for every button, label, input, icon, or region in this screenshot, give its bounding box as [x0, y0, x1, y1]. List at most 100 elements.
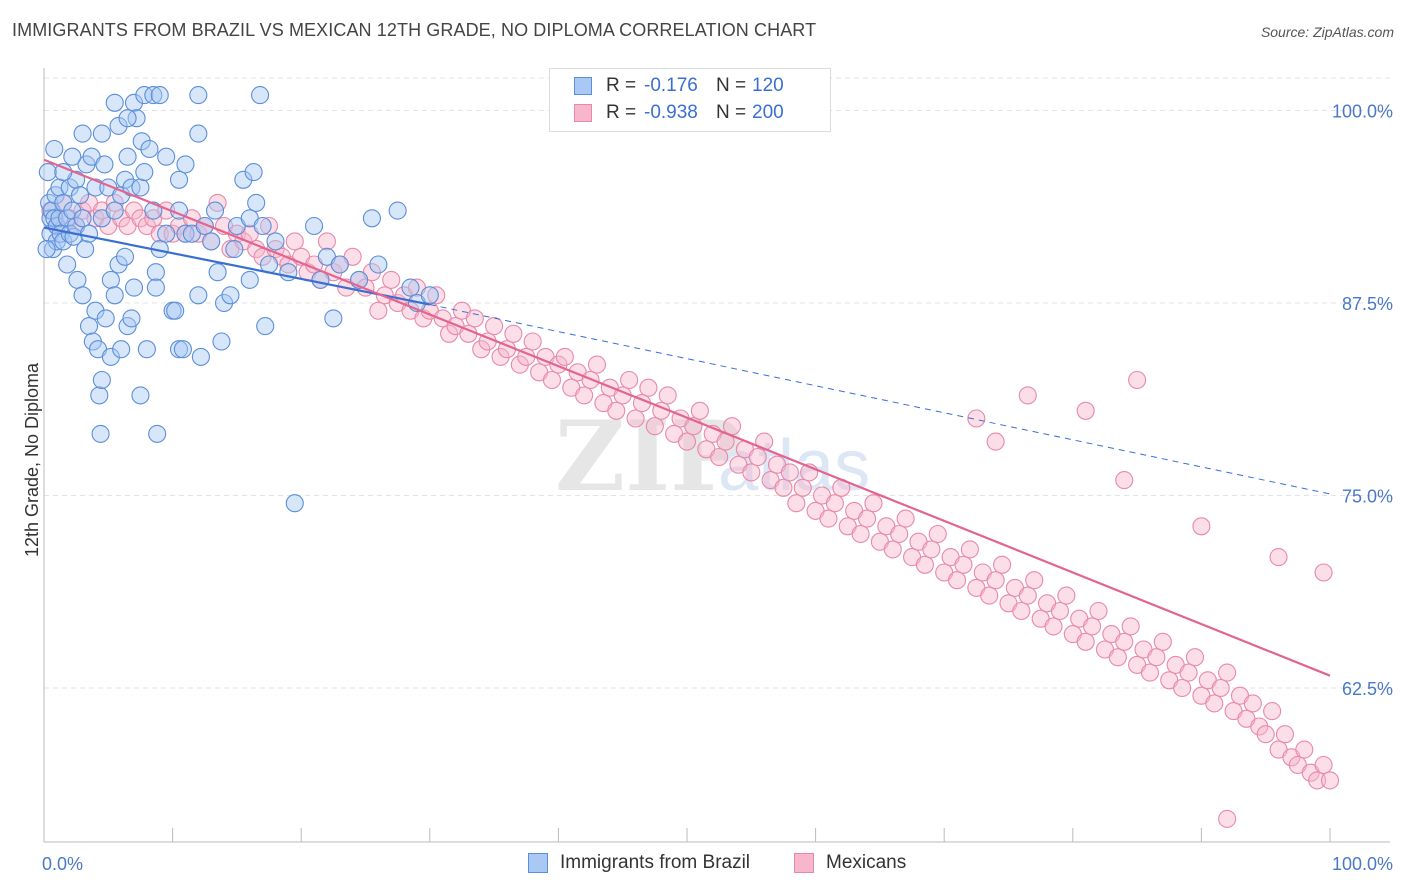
data-point: [208, 263, 227, 282]
data-point: [369, 255, 388, 274]
data-point: [112, 340, 131, 359]
source-label: Source: ZipAtlas.com: [1260, 24, 1394, 40]
data-point: [896, 509, 915, 528]
data-point: [575, 386, 594, 405]
data-point: [330, 255, 349, 274]
data-point: [793, 478, 812, 497]
data-point: [1128, 370, 1147, 390]
data-point: [1044, 617, 1063, 636]
data-point: [244, 163, 263, 182]
data-point: [542, 370, 562, 390]
data-point: [857, 509, 877, 528]
data-point: [140, 139, 159, 159]
data-point: [253, 216, 272, 236]
data-point: [305, 216, 324, 236]
data-point: [256, 317, 275, 336]
axes: [43, 68, 1390, 843]
data-point: [1121, 617, 1140, 636]
data-point: [266, 232, 285, 251]
data-point: [1089, 601, 1108, 621]
data-point: [722, 417, 742, 436]
mexicans-swatch: [794, 853, 814, 873]
data-point: [742, 463, 761, 482]
data-point: [465, 309, 484, 328]
data-point: [86, 301, 105, 320]
data-point: [38, 163, 57, 182]
legend-item-brazil[interactable]: Immigrants from Brazil: [528, 852, 750, 874]
data-point: [1211, 678, 1230, 698]
data-point: [1153, 632, 1172, 651]
data-point: [1308, 771, 1327, 790]
data-point: [362, 209, 381, 228]
data-point: [58, 255, 77, 274]
data-point: [101, 270, 120, 289]
data-point: [137, 340, 156, 359]
data-point: [202, 232, 221, 251]
data-point: [555, 347, 574, 366]
data-point: [92, 124, 111, 143]
data-point: [115, 247, 135, 266]
data-point: [1173, 678, 1192, 698]
y-tick-label: 62.5%: [1342, 679, 1393, 699]
n-value: 200: [752, 102, 784, 123]
data-point: [92, 370, 111, 390]
data-point: [1115, 632, 1134, 651]
data-point: [780, 463, 799, 482]
data-point: [1314, 755, 1333, 775]
data-point: [76, 240, 95, 259]
data-point: [967, 409, 986, 428]
data-point: [427, 286, 446, 305]
data-point: [205, 201, 225, 220]
data-point: [148, 424, 167, 443]
data-point: [1012, 601, 1031, 621]
trend-line-brazil: [43, 226, 431, 306]
data-point: [883, 540, 902, 559]
data-point: [150, 224, 169, 243]
data-point: [95, 155, 114, 174]
data-point: [993, 555, 1012, 574]
data-point: [70, 186, 90, 205]
data-point: [504, 324, 523, 343]
data-point: [915, 555, 934, 574]
data-point: [73, 124, 92, 143]
data-point: [324, 309, 343, 328]
trend-line-mexicans: [43, 158, 1331, 677]
data-point: [1314, 563, 1333, 582]
data-point: [1218, 809, 1237, 828]
data-point: [1218, 663, 1237, 682]
data-point: [369, 301, 388, 320]
data-point: [645, 417, 664, 436]
data-point: [986, 432, 1005, 451]
data-point: [1243, 694, 1262, 713]
data-point: [1295, 740, 1314, 759]
mexicans-swatch: [574, 104, 592, 122]
n-label: N =: [716, 75, 747, 96]
data-point: [124, 93, 144, 112]
legend-row-brazil: R = -0.176 N = 120: [574, 73, 784, 99]
data-point: [1076, 401, 1095, 420]
data-point: [890, 524, 909, 544]
data-point: [1057, 586, 1076, 605]
data-point: [980, 586, 999, 605]
data-point: [240, 270, 259, 289]
data-point: [169, 170, 189, 189]
data-point: [122, 309, 141, 328]
data-point: [787, 494, 806, 513]
correlation-legend: R = -0.176 N = 120 R = -0.938 N = 200: [549, 68, 831, 132]
legend-label-mexicans: Mexicans: [826, 852, 907, 873]
data-point: [176, 155, 195, 174]
data-point: [63, 147, 82, 166]
data-point: [157, 224, 176, 243]
data-point: [658, 386, 677, 405]
data-point: [710, 447, 729, 467]
data-point: [1205, 694, 1224, 713]
y-tick-label: 75.0%: [1342, 487, 1393, 507]
data-point: [68, 270, 87, 289]
data-point: [1256, 725, 1275, 744]
data-point: [144, 86, 163, 105]
legend-item-mexicans[interactable]: Mexicans: [794, 852, 906, 874]
data-point: [189, 124, 208, 143]
data-point: [124, 278, 144, 297]
data-point: [948, 571, 967, 590]
